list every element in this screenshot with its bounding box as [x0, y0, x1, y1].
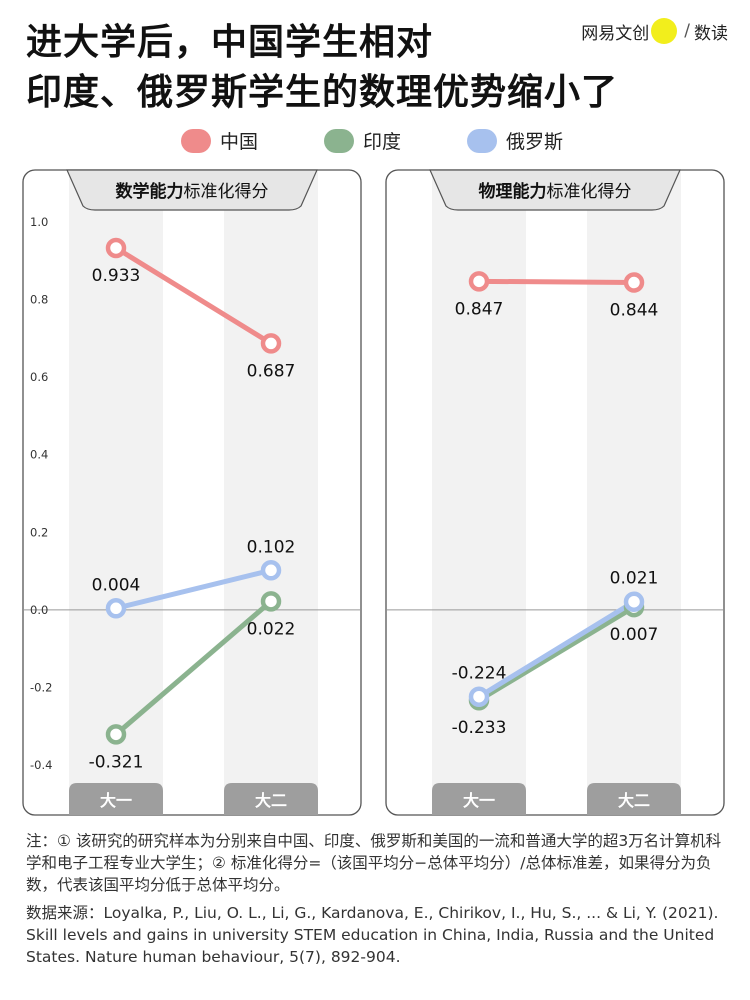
data-label: 0.847: [455, 299, 504, 319]
category-column-2: [224, 171, 318, 814]
x-tick-label: 大一: [463, 791, 495, 810]
series-line-2: [476, 604, 637, 703]
chart-title: 物理能力标准化得分: [479, 181, 632, 202]
chart-panel-1: 数学能力标准化得分 1.0 0.8 0.6 0.4 0.2 0.0 -0.2 -0.4 大一 大二 0…: [22, 169, 362, 816]
legend-item-russia: 俄罗斯: [467, 127, 563, 154]
brand-name: 网易文创: [581, 23, 650, 44]
data-label: 0.933: [92, 266, 141, 286]
y-tick-label: -0.4: [30, 758, 52, 772]
data-point: [105, 598, 127, 619]
data-label: 0.022: [247, 619, 296, 639]
category-tab-1: [432, 783, 526, 815]
chart-title-rest: 标准化得分: [547, 182, 632, 202]
data-label: 0.007: [610, 625, 659, 645]
series-line-1: [476, 278, 637, 286]
brand-separator: /: [684, 21, 690, 41]
legend-label-china: 中国: [219, 131, 258, 153]
series-line-2: [113, 598, 274, 737]
series-line-3: [476, 599, 637, 700]
y-tick-label: -0.2: [30, 680, 52, 694]
brand-sub: 数读: [694, 23, 728, 44]
data-label: 0.102: [247, 537, 296, 557]
page-title: 进大学后，中国学生相对 印度、俄罗斯学生的数理优势缩小了: [26, 18, 619, 118]
data-point: [105, 237, 127, 259]
chart-title-bold: 数学能力: [116, 181, 184, 202]
y-tick-label: 0.2: [30, 525, 48, 539]
legend-label-india: 印度: [362, 131, 401, 153]
source-text: 数据来源：Loyalka, P., Liu, O. L., Li, G., Ka…: [26, 904, 719, 966]
data-point: [623, 591, 645, 612]
data-point: [105, 724, 127, 745]
legend-swatch-china: [180, 128, 211, 153]
data-point: [468, 271, 490, 292]
brand-dot-icon: [651, 18, 678, 44]
chart-title-tab: [66, 169, 318, 211]
data-label: -0.233: [452, 718, 507, 738]
note-text: 注：① 该研究的研究样本为分别来自中国、印度、俄罗斯和美国的一流和普通大学的超3…: [26, 832, 722, 894]
x-tick-label: 大二: [255, 791, 287, 810]
x-tick-label: 大二: [618, 791, 650, 810]
data-label: -0.224: [452, 664, 507, 684]
chart-title-tab: [429, 169, 681, 211]
chart-title-rest: 标准化得分: [184, 182, 269, 202]
category-tab-2: [224, 783, 318, 815]
series-line-3: [113, 567, 274, 611]
y-tick-label: 0.8: [30, 293, 48, 307]
category-tab-1: [69, 783, 163, 815]
data-label: 0.004: [92, 575, 141, 595]
y-tick-label: 1.0: [30, 215, 48, 229]
brand-logo: 网易文创 / 数读: [581, 18, 728, 44]
category-column-2: [587, 171, 681, 814]
data-point: [260, 333, 282, 354]
series-line-1: [113, 245, 274, 346]
data-point: [260, 591, 282, 612]
chart-title: 数学能力标准化得分: [116, 181, 269, 202]
data-point: [468, 686, 490, 707]
data-label: 0.021: [610, 569, 659, 589]
y-tick-label: 0.0: [30, 603, 48, 617]
data-point: [623, 272, 645, 293]
legend-swatch-india: [323, 128, 354, 153]
title-line-1: 进大学后，中国学生相对: [26, 22, 434, 63]
data-label: 0.844: [610, 301, 659, 321]
data-label: 0.687: [247, 361, 296, 381]
legend-swatch-russia: [467, 128, 497, 153]
y-tick-label: 0.4: [30, 448, 48, 462]
category-tab-2: [587, 783, 681, 815]
legend-label-russia: 俄罗斯: [506, 131, 564, 153]
y-tick-label: 0.6: [30, 370, 48, 384]
data-point: [260, 560, 282, 581]
legend-item-india: 印度: [323, 127, 401, 154]
chart-title-bold: 物理能力: [479, 181, 547, 202]
data-label: -0.321: [89, 752, 144, 772]
legend: 中国 印度 俄罗斯: [0, 127, 750, 154]
title-line-2: 印度、俄罗斯学生的数理优势缩小了: [26, 72, 619, 113]
notes: 注：① 该研究的研究样本为分别来自中国、印度、俄罗斯和美国的一流和普通大学的超3…: [26, 830, 726, 974]
legend-item-china: 中国: [180, 127, 258, 154]
x-tick-label: 大一: [100, 791, 132, 810]
